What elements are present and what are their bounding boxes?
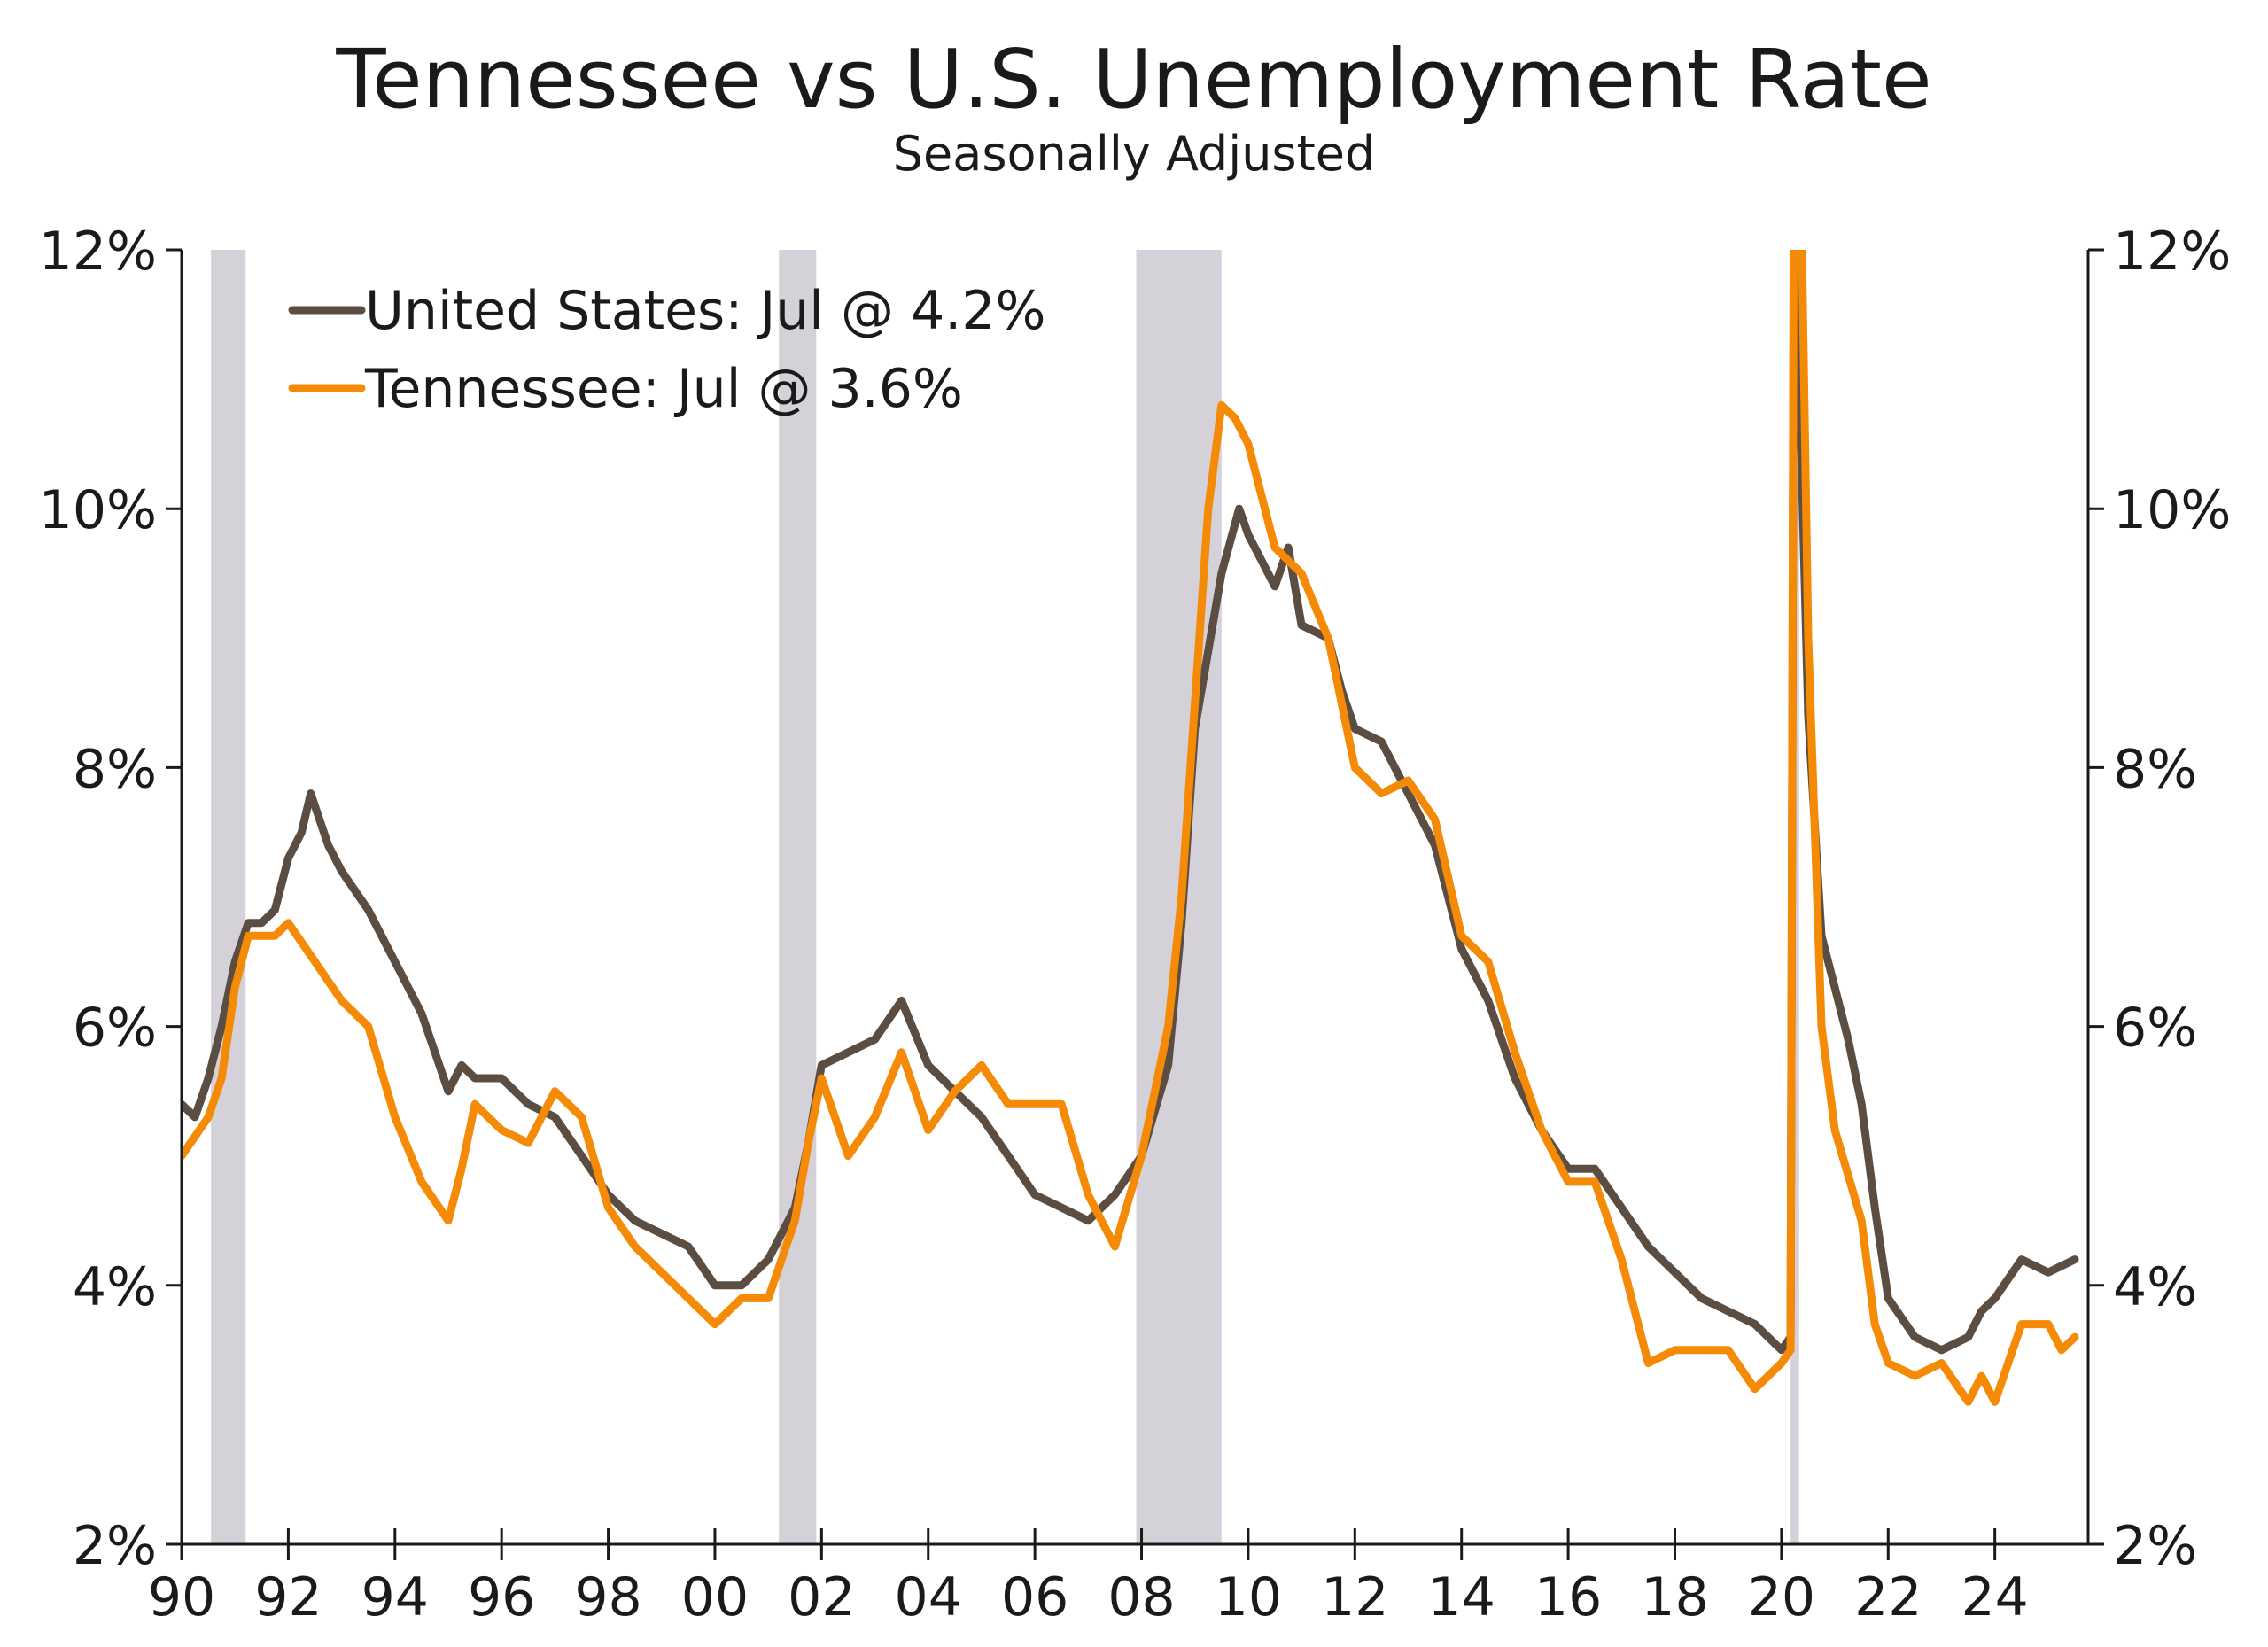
y-tick-label-right: 6% xyxy=(2113,998,2197,1060)
x-tick-label: 96 xyxy=(468,1566,535,1628)
y-tick-label-right: 4% xyxy=(2113,1256,2197,1318)
x-tick-label: 10 xyxy=(1215,1566,1282,1628)
x-tick-label: 02 xyxy=(788,1566,855,1628)
x-tick-label: 92 xyxy=(254,1566,322,1628)
x-tick-label: 00 xyxy=(681,1566,749,1628)
x-tick-label: 20 xyxy=(1748,1566,1815,1628)
x-tick-label: 14 xyxy=(1428,1566,1495,1628)
y-tick-label-left: 2% xyxy=(73,1515,157,1577)
x-tick-label: 12 xyxy=(1321,1566,1388,1628)
recession-band xyxy=(779,250,817,1544)
x-tick-label: 22 xyxy=(1854,1566,1922,1628)
legend-label: Tennessee: Jul @ 3.6% xyxy=(364,358,963,420)
x-tick-label: 24 xyxy=(1961,1566,2028,1628)
x-tick-label: 16 xyxy=(1534,1566,1602,1628)
x-tick-label: 98 xyxy=(574,1566,641,1628)
x-tick-label: 06 xyxy=(1001,1566,1068,1628)
x-tick-label: 90 xyxy=(148,1566,215,1628)
y-tick-label-left: 10% xyxy=(39,479,157,541)
chart-subtitle: Seasonally Adjusted xyxy=(892,126,1376,182)
y-tick-label-right: 8% xyxy=(2113,738,2197,800)
legend-label: United States: Jul @ 4.2% xyxy=(365,280,1046,342)
x-tick-label: 04 xyxy=(895,1566,962,1628)
series-line-tennessee xyxy=(182,250,2079,1406)
y-tick-label-left: 12% xyxy=(39,221,157,283)
y-tick-label-left: 8% xyxy=(73,738,157,800)
y-tick-label-right: 10% xyxy=(2113,479,2231,541)
y-tick-label-right: 2% xyxy=(2113,1515,2197,1577)
x-tick-label: 18 xyxy=(1641,1566,1708,1628)
chart-title: Tennessee vs U.S. Unemployment Rate xyxy=(336,32,1932,127)
x-tick-label: 08 xyxy=(1107,1566,1175,1628)
y-tick-label-left: 6% xyxy=(73,998,157,1060)
y-tick-label-right: 12% xyxy=(2113,221,2231,283)
recession-band xyxy=(211,250,246,1544)
x-tick-label: 94 xyxy=(361,1566,429,1628)
series-line-united-states xyxy=(182,250,2079,1355)
y-tick-label-left: 4% xyxy=(73,1256,157,1318)
